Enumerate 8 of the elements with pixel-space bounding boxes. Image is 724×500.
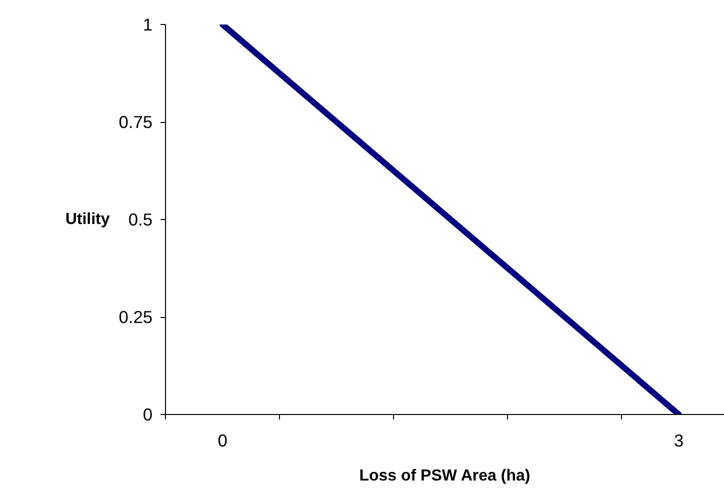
y-tick-label: 0 — [142, 404, 153, 424]
y-tick-label: 1 — [142, 14, 153, 34]
x-tick-label: 3 — [674, 430, 684, 450]
y-tick-label: 0.5 — [128, 210, 153, 230]
x-axis-title: Loss of PSW Area (ha) — [359, 468, 530, 484]
y-axis-title: Utility — [65, 211, 110, 228]
y-tick-label: 0.25 — [118, 307, 153, 327]
y-tick-label: 0.75 — [118, 112, 153, 132]
